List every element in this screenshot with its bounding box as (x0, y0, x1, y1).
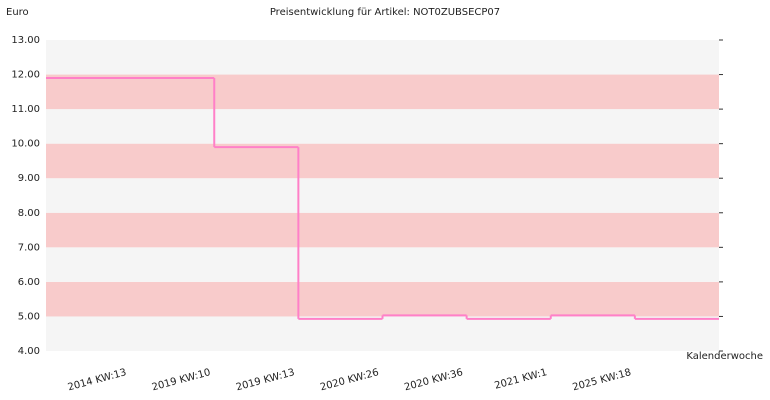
grid-band (46, 281, 719, 317)
y-tick-label: 11.00 (11, 104, 40, 115)
x-tick-label: 2025 KW:18 (571, 367, 632, 393)
grid-band (46, 74, 719, 110)
grid-band (46, 109, 719, 144)
y-tick-label: 4.00 (18, 346, 40, 357)
x-tick-label: 2021 KW:1 (493, 367, 548, 392)
grid-band (46, 143, 719, 179)
y-tick-label: 13.00 (11, 35, 40, 46)
y-tick-label: 7.00 (18, 242, 40, 253)
y-tick-label: 12.00 (11, 70, 40, 81)
x-tick-label: 2019 KW:13 (235, 367, 296, 393)
grid-band (46, 247, 719, 282)
y-axis-label: Euro (6, 7, 29, 18)
x-axis-label: Kalenderwoche (686, 351, 763, 362)
x-tick-label: 2014 KW:13 (67, 367, 128, 393)
y-tick-label: 9.00 (18, 173, 40, 184)
x-tick-label: 2019 KW:10 (151, 367, 212, 393)
y-tick-label: 8.00 (18, 208, 40, 219)
x-tick-label: 2020 KW:26 (319, 367, 380, 393)
y-tick-label: 5.00 (18, 311, 40, 322)
grid-band (46, 178, 719, 213)
grid-band (46, 212, 719, 248)
x-tick-label: 2020 KW:36 (403, 367, 464, 393)
grid-band (46, 316, 719, 351)
y-tick-label: 6.00 (18, 277, 40, 288)
bands (46, 40, 719, 351)
grid-band (46, 40, 719, 75)
y-tick-label: 10.00 (11, 139, 40, 150)
chart-title: Preisentwicklung für Artikel: NOT0ZUBSEC… (270, 7, 500, 18)
